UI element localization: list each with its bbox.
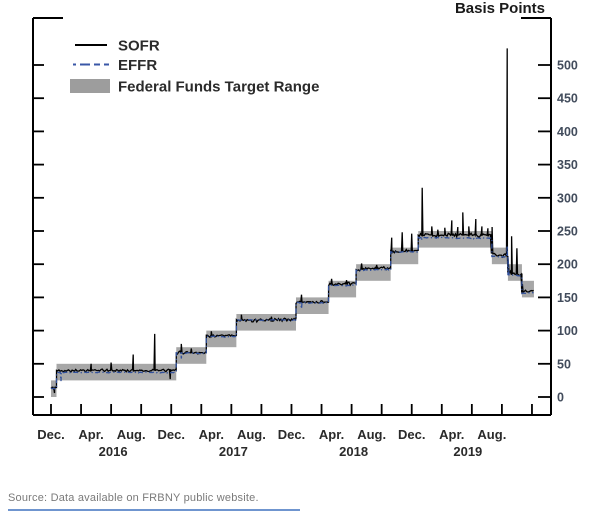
x-month-label: Dec.: [37, 427, 64, 442]
y-tick-label: 150: [557, 291, 578, 305]
legend-band-swatch: [70, 79, 110, 93]
legend: SOFR EFFR Federal Funds Target Range: [70, 38, 319, 96]
y-tick-label: 500: [557, 59, 578, 73]
x-axis-labels: Dec. Apr. Aug. Dec. Apr. Aug. Dec. Apr. Aug. Dec.…: [37, 427, 506, 459]
legend-label: EFFR: [118, 57, 157, 74]
y-tick-label: 250: [557, 225, 578, 239]
x-month-label: Apr.: [319, 427, 344, 442]
target-range-band: [51, 231, 534, 397]
x-month-label: Dec.: [278, 427, 305, 442]
y-tick-label: 100: [557, 324, 578, 338]
x-axis-ticks: [50, 404, 533, 415]
x-month-label: Apr.: [199, 427, 224, 442]
x-year-label: 2018: [339, 444, 368, 459]
y-tick-label: 200: [557, 258, 578, 272]
x-month-label: Apr.: [439, 427, 464, 442]
x-month-label: Apr.: [78, 427, 103, 442]
x-month-label: Aug.: [477, 427, 506, 442]
x-year-label: 2016: [99, 444, 128, 459]
x-year-label: 2019: [453, 444, 482, 459]
effr-line: [50, 235, 534, 390]
y-tick-label: 350: [557, 158, 578, 172]
bottom-link-underline: [8, 509, 300, 511]
y-tick-label: 300: [557, 191, 578, 205]
y-tick-label: 450: [557, 92, 578, 106]
y-axis-ticks: 0 50 100 150 200 250 300 350 400 450 500: [33, 59, 578, 405]
source-note: Source: Data available on FRBNY public w…: [8, 492, 259, 504]
legend-label: SOFR: [118, 38, 160, 55]
legend-label: Federal Funds Target Range: [118, 79, 319, 96]
y-tick-label: 50: [557, 357, 571, 371]
x-month-label: Dec.: [158, 427, 185, 442]
x-month-label: Dec.: [398, 427, 425, 442]
x-month-label: Aug.: [237, 427, 266, 442]
chart-title: Basis Points: [455, 0, 545, 17]
x-month-label: Aug.: [117, 427, 146, 442]
x-year-label: 2017: [219, 444, 248, 459]
rates-chart: 0 50 100 150 200 250 300 350 400 450 500 Dec. Apr. Au…: [32, 0, 578, 459]
sofr-line: [50, 48, 534, 394]
x-month-label: Aug.: [357, 427, 386, 442]
y-tick-label: 0: [557, 391, 564, 405]
y-tick-label: 400: [557, 125, 578, 139]
